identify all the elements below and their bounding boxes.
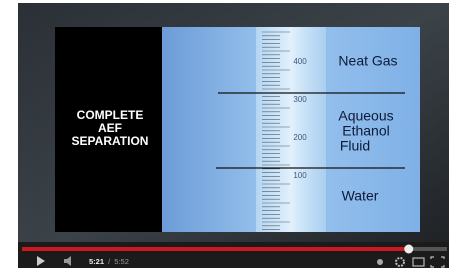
info-button[interactable]: [377, 259, 383, 265]
slide-text: SEPARATION: [72, 134, 149, 148]
layer-label: Water: [342, 188, 379, 204]
slide-text: COMPLETE: [77, 108, 144, 122]
cylinder-mark: 100: [293, 171, 307, 180]
progress-played: [22, 247, 409, 251]
cylinder-mark: 400: [293, 57, 307, 66]
slide-text: AEF: [98, 121, 122, 135]
layer-label: Ethanol: [342, 123, 389, 139]
cylinder: [256, 27, 326, 232]
cylinder-mark: 200: [293, 133, 307, 142]
current-time: 5:21: [89, 257, 104, 266]
control-bar: [18, 242, 449, 268]
time-display: 5:21 / 5:52: [89, 257, 129, 266]
cylinder-mark: 300: [293, 95, 307, 104]
layer-label: Fluid: [340, 138, 370, 154]
video-player: COMPLETE AEF SEPARATION 400 300 200 100 …: [0, 0, 453, 269]
page: COMPLETE AEF SEPARATION 400 300 200 100 …: [0, 0, 453, 269]
layer-label: Aqueous: [338, 108, 393, 124]
layer-label: Neat Gas: [338, 53, 397, 69]
time-separator: /: [108, 257, 111, 266]
scrubber[interactable]: [404, 245, 413, 254]
duration: 5:52: [114, 257, 129, 266]
